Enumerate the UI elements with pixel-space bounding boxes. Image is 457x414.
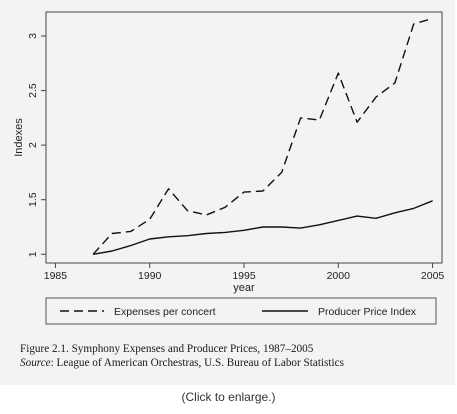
- x-tick-label: 2005: [421, 270, 445, 282]
- y-tick-label: 2: [27, 142, 39, 148]
- click-to-enlarge-link[interactable]: (Click to enlarge.): [181, 390, 276, 404]
- y-tick-label: 1: [27, 251, 39, 257]
- legend-label-producer-price-index: Producer Price Index: [318, 306, 417, 318]
- x-tick-label: 1985: [44, 270, 68, 282]
- figure-caption: Figure 2.1. Symphony Expenses and Produc…: [20, 342, 450, 370]
- plot-frame: [45, 11, 443, 264]
- y-tick-label: 1.5: [27, 192, 39, 207]
- legend-label-expenses-per-concert: Expenses per concert: [114, 306, 216, 318]
- y-axis-title: Indexes: [13, 118, 25, 157]
- chart: 1985 1990 1995 2000 2005 1 1.5 2 2.5 3 year Indexes…: [13, 11, 445, 325]
- y-tick-label: 2.5: [27, 83, 39, 98]
- x-axis-title: year: [233, 282, 255, 294]
- source-text: : League of American Orchestras, U.S. Bu…: [50, 357, 344, 369]
- legend-box: [45, 297, 437, 325]
- x-tick-label: 1990: [138, 270, 162, 282]
- series-line-producer-price-index: [92, 200, 433, 255]
- source-label: Source: [20, 357, 51, 369]
- figure-title: Figure 2.1. Symphony Expenses and Produc…: [20, 343, 314, 355]
- y-tick-label: 3: [27, 33, 39, 39]
- figure-scan: 1985 1990 1995 2000 2005 1 1.5 2 2.5 3 year Indexes…: [0, 0, 455, 385]
- x-tick-label: 2000: [327, 270, 351, 282]
- series-line-expenses-per-concert: [92, 17, 433, 255]
- x-tick-label: 1995: [232, 270, 256, 282]
- figure-source: Source: League of American Orchestras, U…: [20, 356, 450, 370]
